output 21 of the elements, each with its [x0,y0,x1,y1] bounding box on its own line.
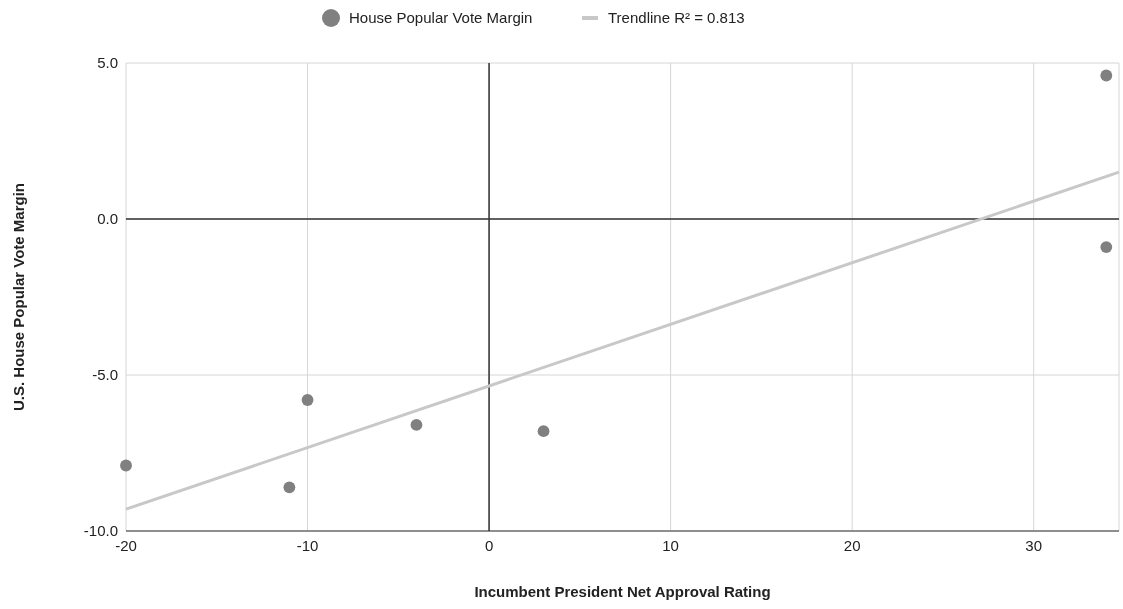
point [537,425,550,438]
point [410,419,423,431]
x-tick-label: 10 [662,537,679,554]
x-tick-label: 20 [843,537,861,554]
x-tick-label: 0 [484,537,494,554]
y-tick-label: 5.0 [97,54,118,71]
point [1100,241,1113,253]
y-tick-label: -10.0 [83,522,118,539]
point [301,394,314,406]
point [283,481,296,494]
point [1100,69,1113,82]
x-tick-label: 30 [1025,537,1043,554]
y-tick-label: -5.0 [92,366,118,383]
y-tick-label: 0.0 [97,210,118,227]
x-tick-label: -20 [115,537,137,554]
x-axis-title: Incumbent President Net Approval Rating [474,583,771,600]
y-axis-title: U.S. House Popular Vote Margin [10,182,27,412]
legend-label: Trendline R² = 0.813 [608,9,745,26]
legend-label: House Popular Vote Margin [349,9,533,26]
point [120,459,132,472]
x-tick-label: -10 [296,537,319,554]
